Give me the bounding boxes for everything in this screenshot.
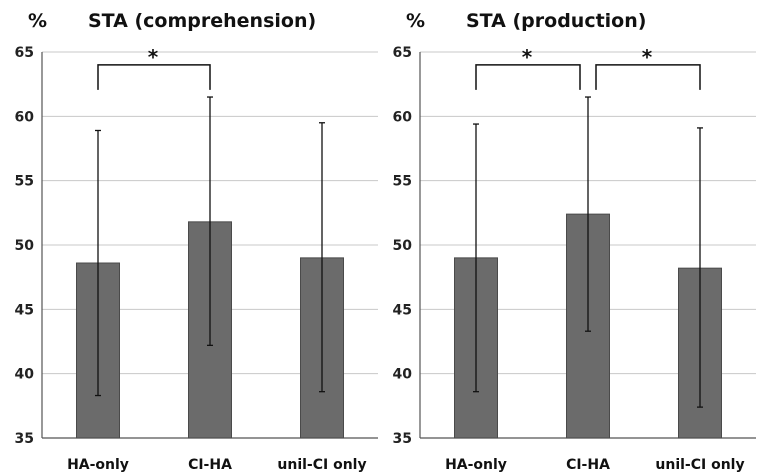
x-category-label: unil-CI only bbox=[655, 457, 744, 473]
y-tick-label: 35 bbox=[393, 431, 412, 447]
chart-panel-1: 35 40 45 50 55 60 65% STA (comprehension) HA-onl… bbox=[15, 10, 378, 473]
y-tick-label: 45 bbox=[393, 302, 412, 318]
y-tick-label: 50 bbox=[15, 238, 35, 254]
x-category-label: CI-HA bbox=[188, 457, 232, 473]
significance-star: * bbox=[148, 45, 159, 69]
x-category-label: unil-CI only bbox=[277, 457, 366, 473]
y-tick-label: 55 bbox=[393, 174, 412, 190]
x-category-label: HA-only bbox=[67, 457, 129, 473]
y-tick-label: 65 bbox=[393, 45, 412, 61]
significance-star: * bbox=[522, 45, 533, 69]
y-tick-label: 65 bbox=[15, 45, 34, 61]
y-tick-label: 45 bbox=[15, 302, 34, 318]
significance-bracket bbox=[595, 64, 701, 90]
y-tick-label: 50 bbox=[393, 238, 413, 254]
y-tick-label: 60 bbox=[393, 109, 413, 125]
chart-panel-2: 35 40 45 50 55 60 65% STA (production) HA-only CI… bbox=[393, 10, 756, 473]
significance-bracket bbox=[97, 64, 211, 90]
x-category-label: HA-only bbox=[445, 457, 507, 473]
y-tick-label: 40 bbox=[393, 367, 413, 383]
y-unit-label: % bbox=[28, 10, 47, 32]
significance-bracket bbox=[475, 64, 581, 90]
y-unit-label: % bbox=[406, 10, 425, 32]
x-category-label: CI-HA bbox=[566, 457, 610, 473]
y-tick-label: 40 bbox=[15, 367, 35, 383]
y-tick-label: 60 bbox=[15, 109, 35, 125]
y-tick-label: 35 bbox=[15, 431, 34, 447]
significance-star: * bbox=[642, 45, 653, 69]
chart-title: STA (comprehension) bbox=[88, 10, 316, 32]
chart-title: STA (production) bbox=[466, 10, 646, 32]
y-tick-label: 55 bbox=[15, 174, 34, 190]
